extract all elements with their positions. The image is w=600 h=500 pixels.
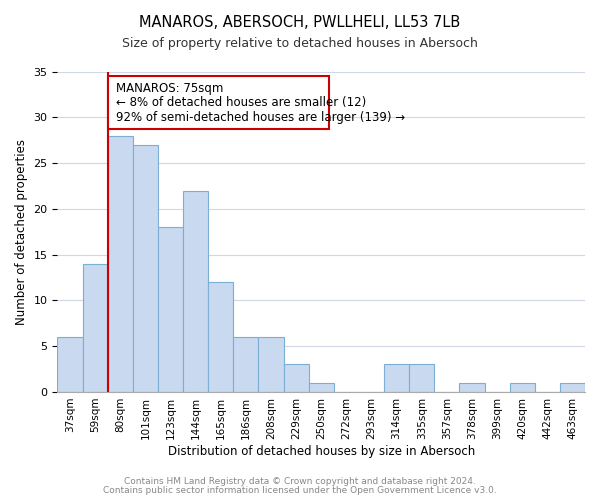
Bar [384, 364, 409, 392]
Text: ← 8% of detached houses are smaller (12): ← 8% of detached houses are smaller (12) [116, 96, 366, 109]
Text: Contains public sector information licensed under the Open Government Licence v3: Contains public sector information licen… [103, 486, 497, 495]
Text: 92% of semi-detached houses are larger (139) →: 92% of semi-detached houses are larger (… [116, 111, 405, 124]
Bar [233, 337, 259, 392]
Bar [107, 136, 133, 392]
Text: Contains HM Land Registry data © Crown copyright and database right 2024.: Contains HM Land Registry data © Crown c… [124, 477, 476, 486]
Y-axis label: Number of detached properties: Number of detached properties [15, 138, 28, 324]
Bar [158, 227, 183, 392]
Bar [183, 190, 208, 392]
Bar [208, 282, 233, 392]
Bar [560, 383, 585, 392]
Bar [460, 383, 485, 392]
Bar [133, 144, 158, 392]
X-axis label: Distribution of detached houses by size in Abersoch: Distribution of detached houses by size … [167, 444, 475, 458]
Text: MANAROS, ABERSOCH, PWLLHELI, LL53 7LB: MANAROS, ABERSOCH, PWLLHELI, LL53 7LB [139, 15, 461, 30]
Bar [83, 264, 107, 392]
FancyBboxPatch shape [108, 76, 329, 129]
Bar [58, 337, 83, 392]
Bar [284, 364, 308, 392]
Bar [259, 337, 284, 392]
Bar [509, 383, 535, 392]
Text: Size of property relative to detached houses in Abersoch: Size of property relative to detached ho… [122, 38, 478, 51]
Bar [409, 364, 434, 392]
Bar [308, 383, 334, 392]
Text: MANAROS: 75sqm: MANAROS: 75sqm [116, 82, 223, 94]
